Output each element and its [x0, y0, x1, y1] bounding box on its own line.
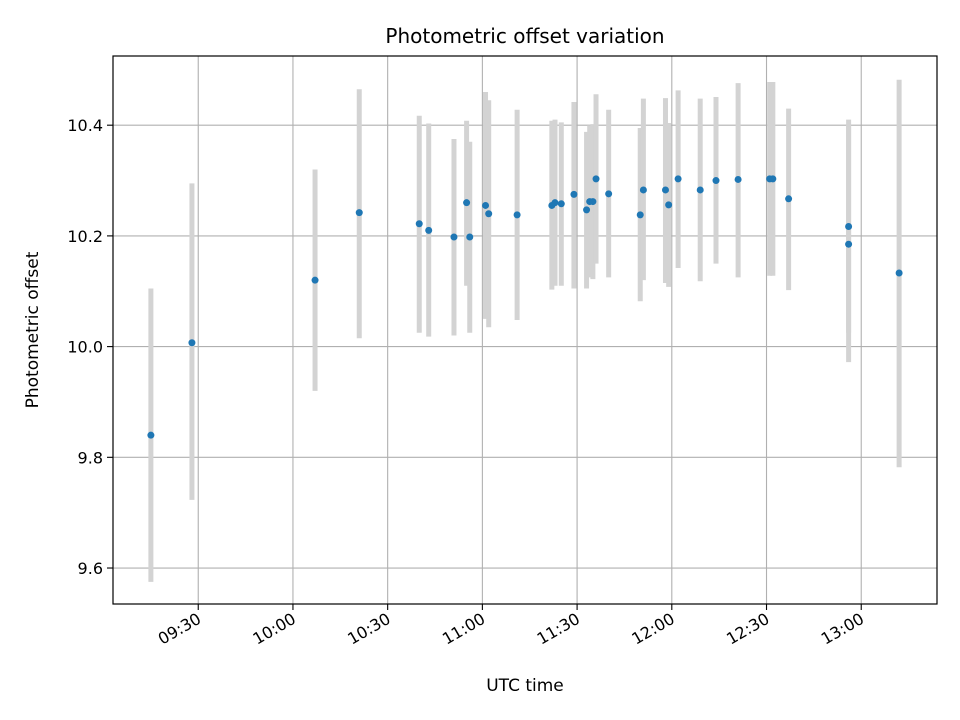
data-point: [712, 177, 720, 185]
data-point: [769, 175, 777, 183]
data-point: [188, 339, 196, 347]
x-tick-label: 11:00: [439, 609, 488, 649]
y-tick-label: 10.0: [67, 338, 103, 357]
x-axis-label: UTC time: [486, 676, 564, 696]
x-tick-label: 10:30: [344, 609, 393, 649]
data-point: [463, 199, 471, 207]
grid: [113, 56, 937, 604]
data-point: [845, 222, 853, 230]
data-points: [147, 175, 903, 439]
data-point: [895, 269, 903, 277]
x-tick-label: 09:30: [155, 609, 204, 649]
data-point: [485, 210, 493, 218]
data-point: [665, 201, 673, 209]
y-axis-label: Photometric offset: [23, 251, 43, 408]
data-point: [785, 195, 793, 203]
data-point: [639, 186, 647, 194]
data-point: [425, 226, 433, 234]
error-bars: [148, 79, 902, 582]
data-point: [605, 190, 613, 198]
y-tick-label: 9.6: [78, 559, 103, 578]
data-point: [589, 198, 597, 206]
y-tick-label: 10.4: [67, 116, 103, 135]
x-tick-label: 10:00: [250, 609, 299, 649]
data-point: [661, 186, 669, 194]
data-point: [415, 220, 423, 228]
data-point: [513, 211, 521, 219]
x-tick-label: 12:00: [628, 609, 677, 649]
plot-area-frame: [112, 55, 938, 605]
data-point: [845, 240, 853, 248]
data-point: [311, 276, 319, 284]
data-point: [466, 233, 474, 241]
data-point: [696, 186, 704, 194]
y-tick-label: 9.8: [78, 448, 103, 467]
data-point: [147, 431, 155, 439]
chart-title: Photometric offset variation: [385, 24, 664, 48]
data-point: [482, 201, 490, 209]
data-point: [583, 206, 591, 214]
x-tick-label: 11:30: [534, 609, 583, 649]
data-point: [592, 175, 600, 183]
data-point: [734, 175, 742, 183]
data-point: [636, 211, 644, 219]
y-tick-label: 10.2: [67, 227, 103, 246]
data-point: [674, 175, 682, 183]
x-tick-label: 13:00: [818, 609, 867, 649]
x-tick-label: 12:30: [723, 609, 772, 649]
data-point: [450, 233, 458, 241]
data-point: [570, 190, 578, 198]
data-point: [355, 209, 363, 217]
data-point: [551, 199, 559, 207]
data-point: [557, 200, 565, 208]
